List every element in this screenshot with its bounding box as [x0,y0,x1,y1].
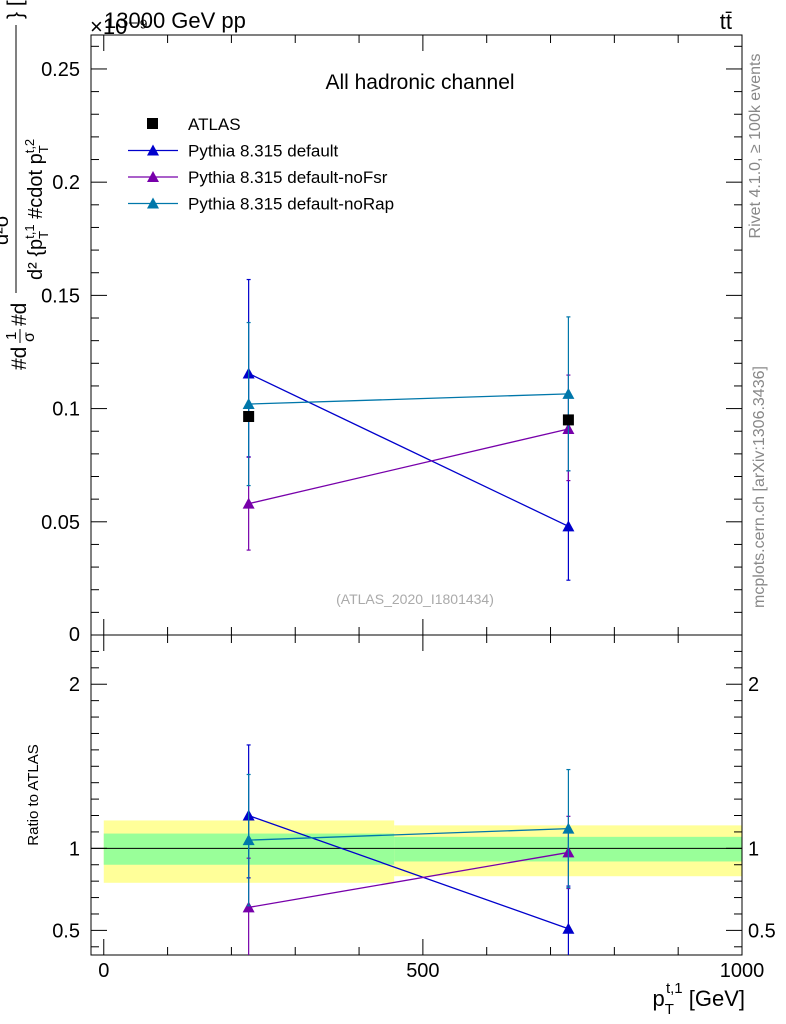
y-zero-label: 0 [69,624,80,646]
ratio-y-tick-labels: 0.5 0.5 1 1 2 2 [52,674,776,942]
legend: ATLAS Pythia 8.315 default Pythia 8.315 de… [128,115,394,214]
main-series [242,316,575,487]
ylabel-units: } [1/GeV²] [4,0,27,19]
ratio-line [248,814,569,930]
rivet-label: Rivet 4.1.0, ≥ 100k events [747,54,764,239]
ratio-line [248,851,569,909]
ratio-y-tick-label-left: 0.5 [52,920,80,942]
legend-marker [147,118,158,129]
ratio-frame [90,634,743,956]
watermark-label: (ATLAS_2020_I1801434) [336,591,494,607]
ratio-line [248,827,569,841]
energy-label: 13000 GeV pp [104,8,246,33]
main-panel: 0.050.10.150.20.25 All hadronic channel … [41,34,743,646]
ylabel-mid: #d [8,303,31,326]
main-point [562,387,575,399]
legend-entry: Pythia 8.315 default-noFsr [188,168,388,187]
ratio-y-tick-label-left: 2 [69,674,80,696]
main-point [242,497,255,509]
legend-entry: Pythia 8.315 default-noRap [188,195,394,214]
main-point [242,398,255,410]
main-point [243,411,255,423]
main-y-tick-label: 0.25 [41,59,80,81]
ratio-panel: 0.5 0.5 1 1 2 2 0 500 1000 [52,634,776,982]
main-y-tick-label: 0.05 [41,512,80,534]
ratio-series [242,744,575,955]
legend-marker [147,144,159,156]
x-tick-label: 1000 [720,960,765,982]
ylabel-big-num: d²σfid [0,201,13,245]
main-point [562,414,574,426]
ylabel-big-den: d² {pTt,1 #cdot pTt,2 [22,139,51,280]
process-label: tt̄ [720,9,732,34]
main-ticks [91,35,743,635]
x-tick-label: 500 [406,960,439,982]
main-series [243,411,574,426]
legend-marker [147,171,159,182]
ratio-y-tick-label-right: 0.5 [748,920,776,942]
chart-title: All hadronic channel [325,71,514,94]
mcplots-label: mcplots.cern.ch [arXiv:1306.3436] [751,366,768,608]
ratio-y-tick-label-right: 2 [748,674,759,696]
main-point [562,520,575,532]
ratio-y-tick-label-right: 1 [748,838,759,860]
ratio-point [562,822,575,834]
ylabel-frac-den: σ [21,332,38,342]
main-line [248,428,569,505]
main-line [248,372,569,527]
main-y-tick-label: 0.15 [41,285,80,307]
main-series [242,374,575,551]
ratio-series [242,768,575,907]
legend-entry: ATLAS [188,115,241,134]
main-y-tick-label: 0.2 [52,172,80,194]
ratio-ticks [91,635,743,955]
ratio-point [242,901,255,913]
main-line [248,393,569,405]
main-y-tick-labels: 0.05 0.1 0.15 0.2 0.25 [41,59,80,534]
ylabel-frac-num: 1 [3,332,20,340]
x-tick-label: 0 [98,960,109,982]
x-axis-label: pTt,1 [GeV] [653,980,745,1018]
legend-marker [147,197,159,209]
main-y-tick-label: 0.1 [52,399,80,421]
ratio-point [242,834,255,846]
ylabel-prefix: #d [8,347,31,370]
ratio-bands [91,820,742,883]
main-y-axis-label: #d 1 σ #d d²σfid d² {pTt,1 #cdot pTt,2 }… [0,0,51,370]
main-series [242,278,575,581]
ratio-y-axis-label: Ratio to ATLAS [25,744,42,845]
legend-entry: Pythia 8.315 default [188,142,339,161]
ratio-y-tick-label-left: 1 [69,838,80,860]
x-tick-labels: 0 500 1000 [98,960,764,982]
ratio-point [562,922,575,934]
main-series [242,278,575,581]
